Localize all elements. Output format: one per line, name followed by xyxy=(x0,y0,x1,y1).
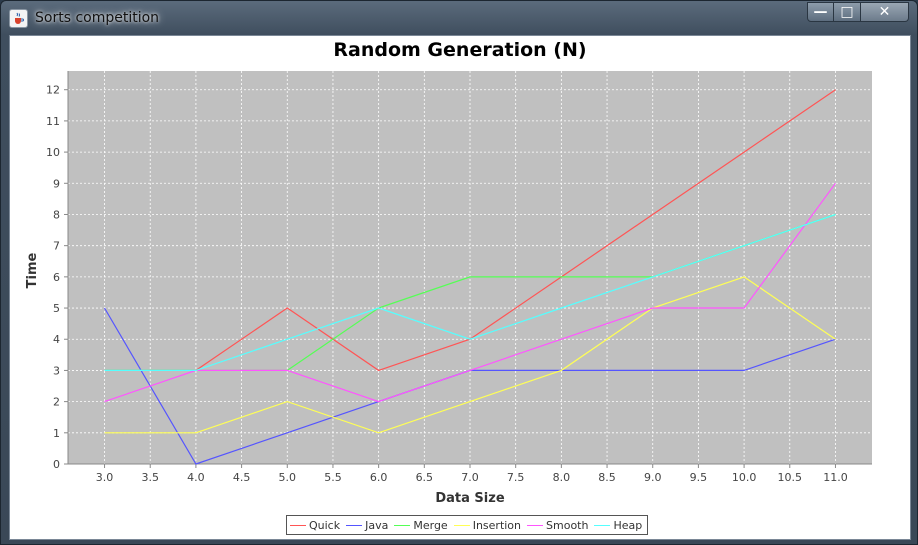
legend-item-heap: Heap xyxy=(594,519,642,532)
x-tick-label: 10.5 xyxy=(778,471,803,484)
legend-item-quick: Quick xyxy=(290,519,340,532)
x-tick-label: 3.5 xyxy=(141,471,159,484)
y-axis-label: Time xyxy=(25,252,40,288)
x-axis-label: Data Size xyxy=(435,491,504,506)
x-tick-label: 8.5 xyxy=(598,471,616,484)
x-tick-label: 7.0 xyxy=(461,471,479,484)
x-tick-label: 9.5 xyxy=(690,471,708,484)
x-tick-label: 7.5 xyxy=(507,471,525,484)
legend-label: Java xyxy=(365,518,389,532)
x-tick-label: 11.0 xyxy=(823,471,848,484)
series-line-smooth xyxy=(104,182,836,403)
y-tick-label: 2 xyxy=(53,396,60,409)
legend-label: Smooth xyxy=(546,518,589,532)
legend-swatch xyxy=(394,524,411,526)
y-tick-label: 11 xyxy=(46,115,60,128)
minimize-button[interactable]: — xyxy=(807,2,834,22)
line-chart: 3.0 3.5 4.0 4.5 5.0 5.5 6.0 6.5 7.0 7.5 8.0 8.5 9.0 9… xyxy=(25,71,872,506)
y-tick-label: 8 xyxy=(53,208,60,221)
x-tick-label: 8.0 xyxy=(553,471,571,484)
legend-swatch xyxy=(453,524,470,526)
legend-swatch xyxy=(594,524,611,526)
y-tick-label: 5 xyxy=(53,302,60,315)
y-tick-label: 7 xyxy=(53,240,60,253)
y-tick-label: 0 xyxy=(53,458,60,471)
window-title: Sorts competition xyxy=(35,10,160,26)
legend-item-insertion: Insertion xyxy=(453,518,522,532)
x-tick-label: 10.0 xyxy=(732,471,757,484)
series-line-heap xyxy=(104,213,836,371)
y-tick-label: 9 xyxy=(53,177,60,190)
x-tick-label: 6.0 xyxy=(370,471,388,484)
chart-title: Random Generation (N) xyxy=(333,39,587,61)
y-tick-label: 4 xyxy=(53,333,60,346)
x-tick-label: 6.5 xyxy=(416,471,434,484)
legend-swatch xyxy=(290,524,306,526)
legend-swatch xyxy=(346,524,363,526)
x-tick-label: 5.5 xyxy=(324,471,342,484)
legend-label: Quick xyxy=(309,518,341,532)
y-tick-label: 10 xyxy=(46,146,60,159)
window-controls: — □ ✕ xyxy=(807,2,909,22)
maximize-icon: □ xyxy=(840,4,854,20)
minimize-icon: — xyxy=(813,4,828,20)
series-line-insertion xyxy=(104,276,836,434)
legend-label: Merge xyxy=(413,518,448,532)
legend-item-merge: Merge xyxy=(394,518,448,532)
legend-item-java: Java xyxy=(346,519,388,532)
legend-swatch xyxy=(527,524,544,526)
x-tick-label: 4.0 xyxy=(187,471,205,484)
x-tick-label: 3.0 xyxy=(96,471,114,484)
x-tick-label: 4.5 xyxy=(233,471,251,484)
legend-label: Insertion xyxy=(472,518,522,532)
y-tick-label: 3 xyxy=(53,364,60,377)
legend-item-smooth: Smooth xyxy=(527,519,588,532)
y-tick-label: 12 xyxy=(46,84,60,97)
legend-label: Heap xyxy=(613,518,643,532)
chart-panel: Random Generation (N) 3.0 3.5 4.0 4.5 5.0 5.5… xyxy=(9,35,911,540)
y-tick-label: 1 xyxy=(53,427,60,440)
title-bar[interactable]: Sorts competition — □ ✕ xyxy=(1,1,917,35)
chart-legend: Quick Java Merge Insertion Smooth Heap xyxy=(286,515,649,535)
y-tick-label: 6 xyxy=(53,271,60,284)
maximize-button[interactable]: □ xyxy=(834,2,861,22)
x-tick-label: 9.0 xyxy=(644,471,662,484)
java-cup-icon xyxy=(10,10,27,27)
close-button[interactable]: ✕ xyxy=(861,2,909,22)
x-tick-label: 5.0 xyxy=(279,471,297,484)
close-icon: ✕ xyxy=(878,4,891,20)
